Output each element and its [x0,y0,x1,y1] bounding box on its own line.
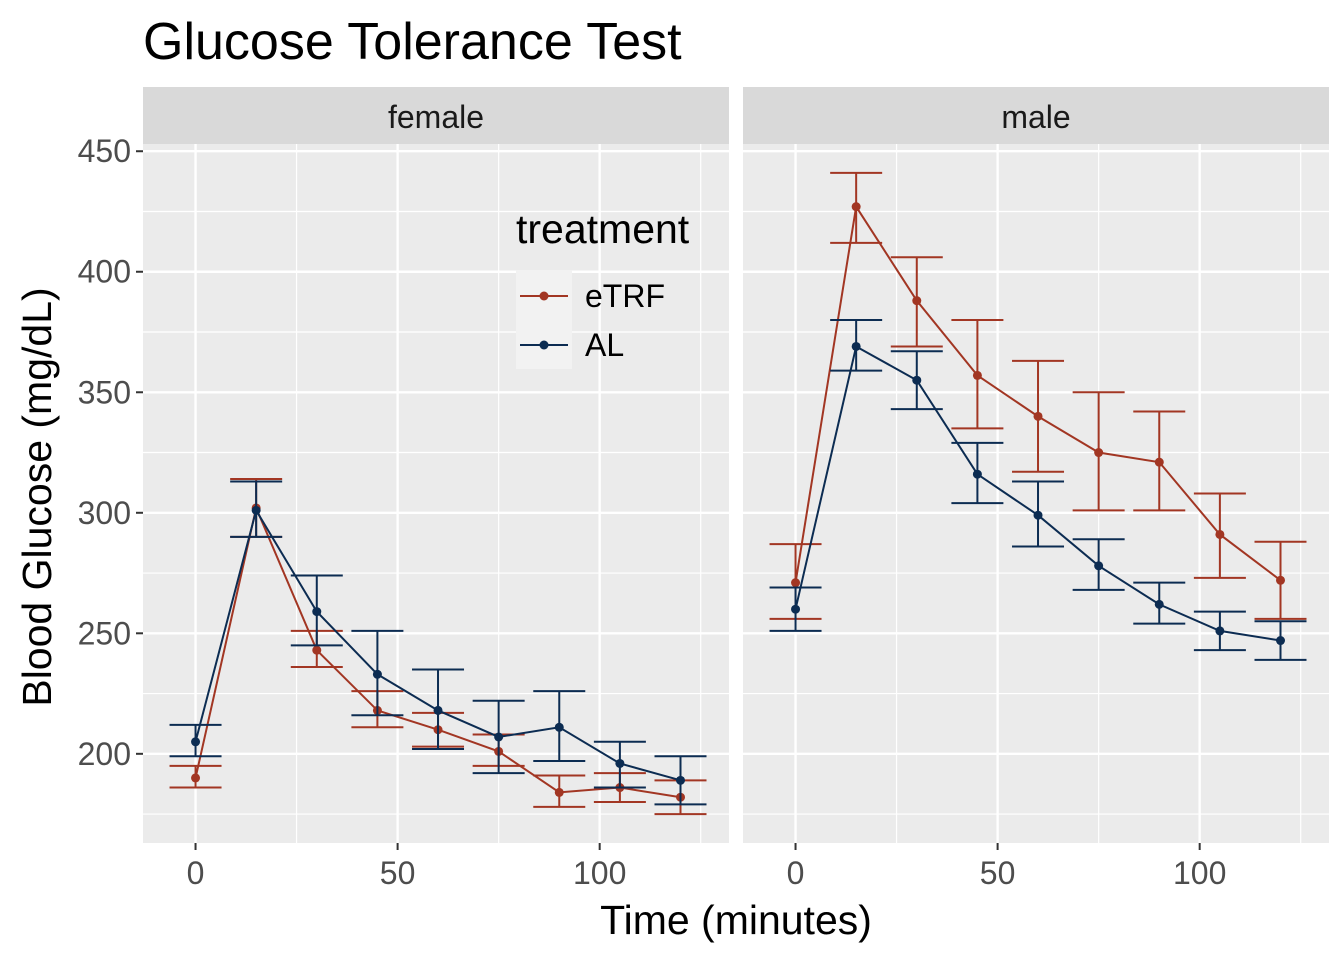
data-point [494,732,504,742]
data-point [191,737,201,747]
x-tick-label: 0 [787,855,805,891]
data-point [676,775,686,785]
strip-label-male: male [1001,99,1070,135]
legend-key-point [539,340,549,350]
panel-male: male 0 50 100 [743,87,1329,891]
series-male-eTRF [769,171,1307,620]
data-point [372,669,382,679]
panels: female 0 50 100 male 0 50 100 [143,87,1329,891]
data-point [251,505,261,515]
strip-male [743,87,1329,144]
legend-key-point [539,291,549,301]
data-point [615,758,625,768]
data-point [1215,529,1225,539]
legend-label: eTRF [585,278,665,314]
data-point [1033,510,1043,520]
y-tick-label: 450 [78,133,131,169]
data-point [912,296,922,306]
y-tick-label: 350 [78,374,131,410]
x-tick-label: 100 [573,855,626,891]
data-point [972,370,982,380]
legend-item-AL: AL [516,319,624,369]
data-point [1276,575,1286,585]
y-tick-label: 200 [78,736,131,772]
data-point [972,469,982,479]
data-point [1094,448,1104,458]
y-axis-title: Blood Glucose (mg/dL) [14,287,60,706]
legend-label: AL [585,327,624,363]
strip-label-female: female [388,99,484,135]
data-point [1154,599,1164,609]
strip-female [143,87,729,144]
data-point [791,604,801,614]
series-male-AL [769,318,1307,661]
data-point [1094,561,1104,571]
data-point [851,202,861,212]
chart-title: Glucose Tolerance Test [143,13,682,71]
data-point [851,341,861,351]
x-tick-label: 100 [1173,855,1226,891]
data-point [191,773,201,783]
x-tick-label: 50 [380,855,416,891]
y-tick-label: 250 [78,615,131,651]
data-point [1276,636,1286,646]
data-point [791,578,801,588]
y-axis: 200 250 300 350 400 450 [78,133,143,772]
data-point [1215,626,1225,636]
data-point [912,375,922,385]
data-point [554,722,564,732]
data-point [433,705,443,715]
data-point [312,645,322,655]
x-tick-label: 0 [187,855,205,891]
panel-female: female 0 50 100 [143,87,729,891]
y-tick-label: 300 [78,495,131,531]
x-tick-label: 50 [980,855,1016,891]
legend-item-eTRF: eTRF [516,270,665,320]
legend-title: treatment [516,206,690,252]
data-point [1033,411,1043,421]
data-point [1154,457,1164,467]
y-tick-label: 400 [78,254,131,290]
series-female-AL [169,480,707,806]
data-point [554,787,564,797]
data-point [312,607,322,617]
legend: treatment eTRF AL [516,206,690,369]
x-axis-title: Time (minutes) [600,897,872,943]
